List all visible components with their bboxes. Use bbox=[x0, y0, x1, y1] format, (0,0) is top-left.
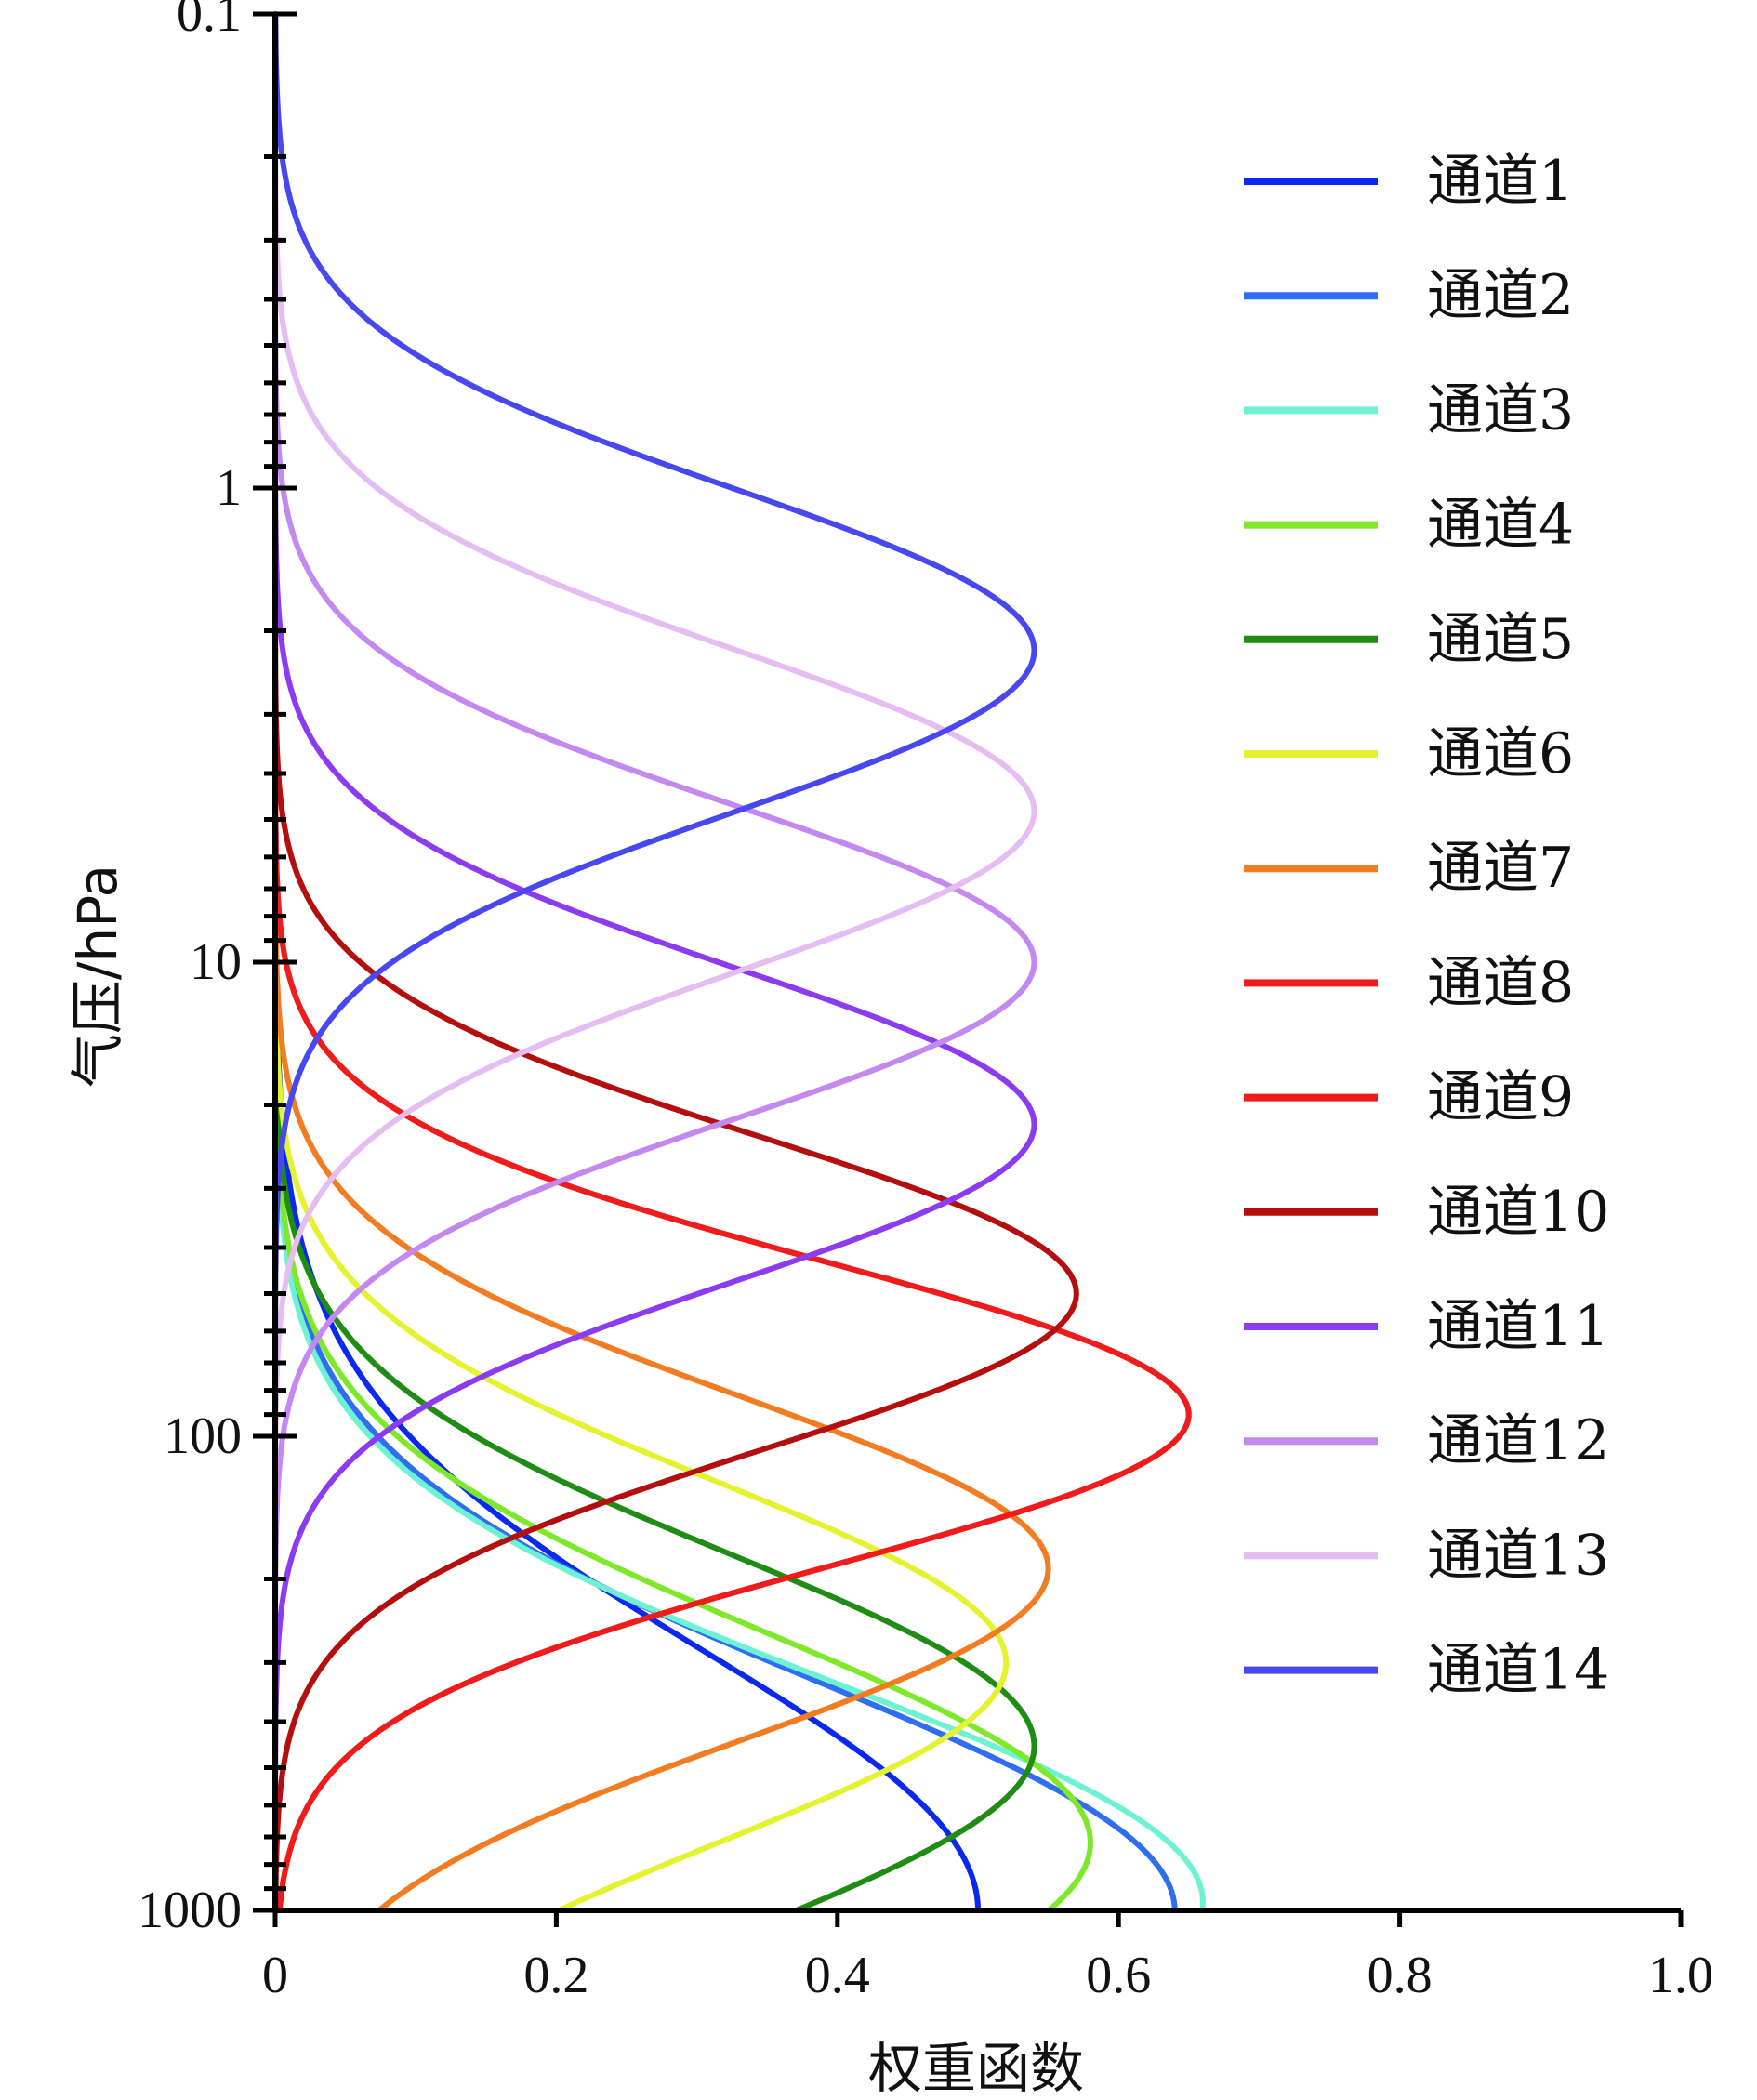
x-tick-label: 0.6 bbox=[1086, 1947, 1151, 2004]
y-tick-label: 0.1 bbox=[177, 0, 242, 43]
legend-entry: 通道14 bbox=[1427, 1638, 1609, 1703]
y-tick-label: 10 bbox=[190, 933, 242, 991]
series-line-9 bbox=[272, 11, 1192, 1913]
x-tick-label: 0.4 bbox=[805, 1947, 870, 2004]
legend-entry: 通道2 bbox=[1427, 263, 1574, 328]
legend-entry: 通道1 bbox=[1427, 149, 1574, 214]
x-tick-label: 1.0 bbox=[1648, 1947, 1713, 2004]
legend-entry: 通道3 bbox=[1427, 377, 1574, 442]
legend-entry: 通道8 bbox=[1427, 950, 1574, 1015]
series-line-14 bbox=[272, 11, 1037, 1913]
x-tick-label: 0 bbox=[262, 1947, 288, 2004]
legend: 通道1 通道2 通道3 通道4 通道5 通道6 通道7 通道8 通道9 通道10 通道11 通道12 通… bbox=[1244, 149, 1609, 1703]
axes: 0 0.2 0.4 0.6 0.8 1.0 0.1 1 10 100 1000 bbox=[138, 0, 1713, 2004]
y-tick-label: 1 bbox=[216, 459, 242, 517]
y-axis-title: 气压/hPa bbox=[66, 865, 129, 1088]
legend-entry: 通道4 bbox=[1427, 493, 1574, 558]
legend-entry: 通道11 bbox=[1427, 1294, 1609, 1359]
y-tick-label: 1000 bbox=[138, 1882, 242, 1939]
legend-entry: 通道5 bbox=[1427, 607, 1574, 672]
legend-entry: 通道9 bbox=[1427, 1065, 1574, 1130]
y-tick-label: 100 bbox=[164, 1407, 242, 1465]
series-line-8 bbox=[272, 11, 1192, 1913]
legend-entry: 通道6 bbox=[1427, 721, 1574, 786]
legend-entry: 通道10 bbox=[1427, 1180, 1609, 1245]
series-line-3 bbox=[272, 11, 1206, 1913]
x-tick-label: 0.8 bbox=[1367, 1947, 1433, 2004]
x-tick-label: 0.2 bbox=[523, 1947, 588, 2004]
legend-entry: 通道13 bbox=[1427, 1523, 1609, 1588]
legend-entry: 通道12 bbox=[1427, 1408, 1609, 1473]
legend-entry: 通道7 bbox=[1427, 836, 1574, 901]
series-curves bbox=[272, 11, 1206, 1913]
x-axis-title: 权重函数 bbox=[868, 2037, 1084, 2100]
